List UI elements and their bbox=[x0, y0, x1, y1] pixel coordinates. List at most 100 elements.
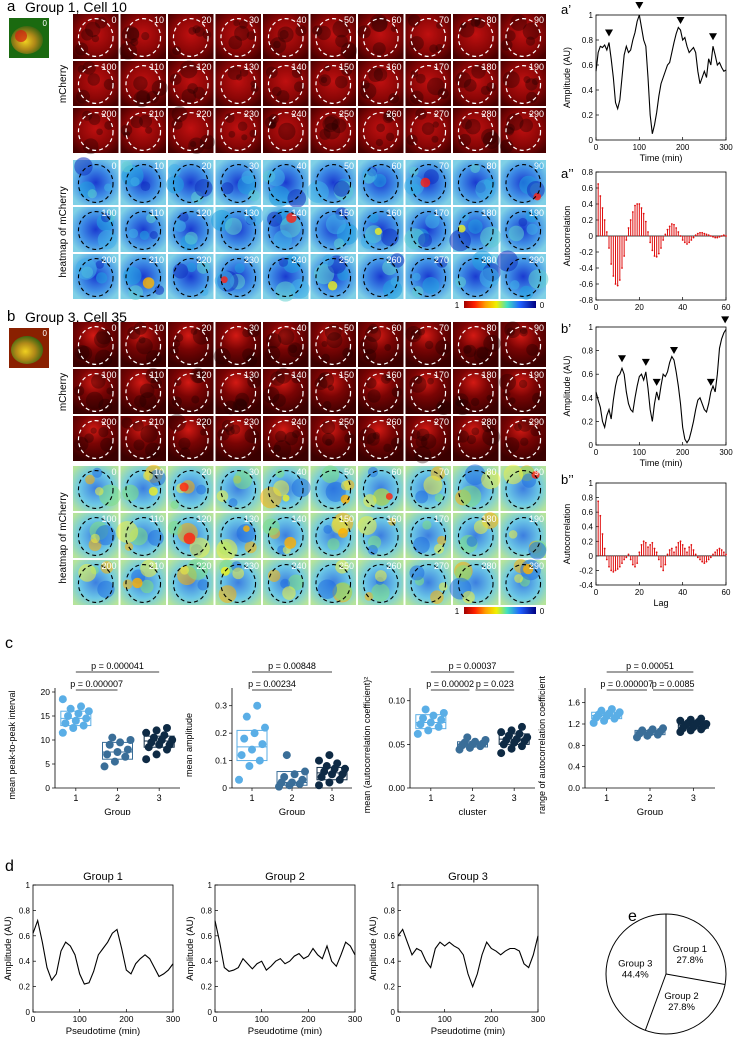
ac-point bbox=[653, 547, 656, 550]
ac-point bbox=[716, 549, 719, 551]
row-label: mCherry bbox=[58, 373, 69, 411]
mcherry-tile bbox=[120, 108, 166, 153]
heatmap-tile bbox=[500, 559, 546, 605]
x-axis-label: Time (min) bbox=[640, 153, 683, 163]
mcherry-tile bbox=[263, 14, 309, 59]
x-tick-label: 2 bbox=[289, 793, 294, 803]
heatmap-tile bbox=[120, 367, 166, 414]
heatmap-tile bbox=[215, 559, 261, 605]
y-tick-label: 0.2 bbox=[582, 111, 594, 120]
heatmap-tile bbox=[120, 207, 166, 252]
heatmap-tile bbox=[215, 466, 261, 511]
x-axis-label: Group bbox=[279, 807, 305, 815]
data-point bbox=[235, 775, 243, 784]
ac-point bbox=[692, 236, 695, 239]
data-point bbox=[142, 755, 151, 764]
y-tick-label: 0.4 bbox=[384, 957, 396, 966]
a-double-prime-chart: -0.8 -0.6 -0.4 -0.2 0 0.2 0.4 0.6 0.8 0 20 40 60 Auto… bbox=[562, 168, 731, 312]
data-point bbox=[507, 744, 516, 753]
heatmap-tile bbox=[405, 322, 451, 367]
time-label: 180 bbox=[481, 370, 496, 380]
ac-point bbox=[677, 231, 680, 233]
peak-marker bbox=[605, 29, 613, 37]
peak-marker bbox=[618, 355, 626, 363]
y-tick-label: -0.2 bbox=[579, 566, 593, 575]
heatmap-tile bbox=[116, 513, 166, 558]
ac-point bbox=[655, 551, 658, 554]
time-label: 190 bbox=[529, 62, 544, 72]
ac-point bbox=[720, 549, 723, 551]
ac-point bbox=[599, 195, 602, 197]
time-label: 260 bbox=[386, 561, 401, 571]
x-axis-label: Pseudotime (min) bbox=[66, 1026, 140, 1037]
ac-point bbox=[627, 553, 630, 556]
data-point bbox=[79, 721, 88, 730]
ac-point bbox=[690, 544, 693, 546]
ac-point bbox=[642, 212, 645, 215]
mcherry-tile bbox=[405, 61, 451, 106]
p-value-label: p = 0.000041 bbox=[91, 661, 144, 671]
data-point bbox=[517, 722, 526, 731]
peak-marker bbox=[706, 378, 715, 386]
data-point bbox=[77, 702, 86, 711]
data-point bbox=[61, 719, 70, 728]
time-label: 240 bbox=[291, 255, 306, 265]
y-axis-label: Amplitude (AU) bbox=[368, 916, 379, 980]
data-point bbox=[105, 740, 114, 749]
pie-slice-label: Group 3 bbox=[618, 959, 652, 970]
y-tick-label: 0.2 bbox=[201, 983, 213, 992]
y-tick-label: 0 bbox=[391, 1008, 396, 1017]
time-label: 100 bbox=[101, 370, 116, 380]
y-tick-label: 0.6 bbox=[582, 508, 594, 517]
ac-point bbox=[707, 558, 710, 561]
ac-point bbox=[601, 533, 604, 535]
heatmap-tile bbox=[168, 254, 214, 299]
time-label: 270 bbox=[434, 417, 449, 427]
heatmap-tile bbox=[307, 160, 356, 205]
time-label: 270 bbox=[434, 255, 449, 265]
time-label: 230 bbox=[244, 109, 259, 119]
b-prime-chart: 0 0.2 0.4 0.6 0.8 1 0 100 200 300 Amplitude (AU) Ti… bbox=[562, 316, 733, 468]
x-tick-label: 3 bbox=[512, 793, 517, 803]
mcherry-tile bbox=[453, 61, 499, 106]
y-tick-label: 0 bbox=[589, 552, 594, 561]
data-point bbox=[64, 712, 73, 720]
y-tick-label: 0.4 bbox=[582, 523, 594, 532]
pie-slice-edge bbox=[644, 973, 667, 1031]
ac-point bbox=[625, 556, 628, 559]
x-tick-label: 1 bbox=[249, 793, 254, 803]
heatmap-tile bbox=[453, 464, 501, 511]
heatmap-tile bbox=[310, 560, 356, 605]
ac-point bbox=[640, 207, 643, 209]
y-tick-label: 0.3 bbox=[215, 701, 227, 711]
data-point bbox=[71, 716, 80, 725]
x-axis-label: cluster bbox=[459, 807, 487, 815]
time-label: 270 bbox=[434, 561, 449, 571]
time-label: 280 bbox=[481, 417, 496, 427]
x-tick-label: 40 bbox=[678, 303, 687, 312]
x-tick-label: 2 bbox=[647, 793, 652, 803]
y-axis-label: Amplitude (AU) bbox=[3, 916, 14, 980]
ac-point bbox=[625, 239, 628, 241]
data-point bbox=[315, 756, 323, 765]
data-point bbox=[648, 725, 657, 734]
y-axis-label: mean amplitude bbox=[184, 713, 194, 777]
d2-chart: Group 2 0 0.2 0.4 0.6 0.8 1 0 100 200 300 Amplitude… bbox=[185, 871, 362, 1037]
heatmap-tile bbox=[73, 513, 119, 558]
p-value-label: p = 0.00051 bbox=[626, 661, 674, 671]
time-label: 50 bbox=[344, 467, 354, 477]
x-tick-label: 100 bbox=[438, 1014, 452, 1024]
time-label: 10 bbox=[154, 323, 164, 333]
row-label: heatmap of mCherry bbox=[58, 492, 69, 583]
x-tick-label: 40 bbox=[678, 588, 687, 597]
y-tick-label: -0.4 bbox=[579, 581, 593, 590]
mcherry-tile bbox=[358, 108, 404, 153]
ac-point bbox=[618, 279, 621, 281]
a1-label: a’ bbox=[561, 2, 572, 17]
heatmap-tile bbox=[453, 322, 501, 367]
data-point bbox=[126, 736, 135, 744]
heatmap-tile bbox=[358, 322, 404, 367]
data-point bbox=[258, 740, 267, 749]
plot-frame bbox=[595, 14, 727, 141]
time-label: 260 bbox=[386, 109, 401, 119]
